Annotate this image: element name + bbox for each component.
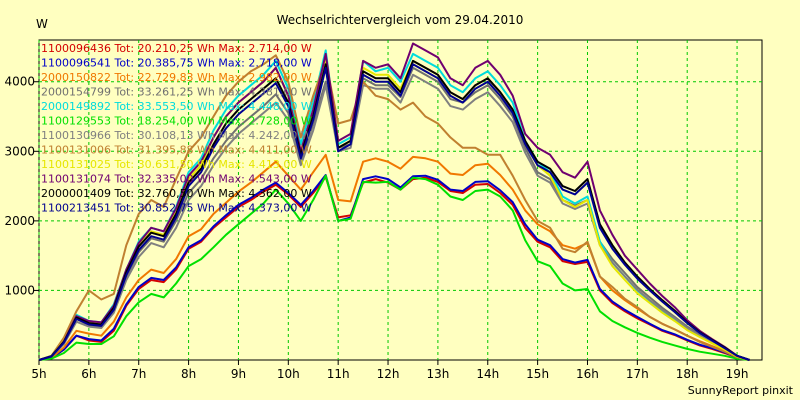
legend-entry-3: 2000150822 Tot: 22.729,83 Wh Max: 2.982,… [41, 71, 312, 84]
y-tick-label: 3000 [4, 144, 35, 158]
legend-entry-4: 2000154799 Tot: 33.261,25 Wh Max: 4.381,… [41, 86, 312, 99]
legend-entry-5: 2000149892 Tot: 33.553,50 Wh Max: 4.448,… [41, 100, 312, 113]
legend-entry-8: 1100131006 Tot: 31.395,88 Wh Max: 4.411,… [41, 144, 312, 157]
legend-entry-11: 2000001409 Tot: 32.760,50 Wh Max: 4.362,… [41, 187, 312, 200]
x-tick-label: 11h [327, 367, 350, 381]
chart-title: Wechselrichtervergleich vom 29.04.2010 [277, 13, 524, 27]
series-line-9 [38, 56, 750, 361]
x-tick-label: 16h [576, 367, 599, 381]
series-line-12 [38, 63, 750, 361]
x-tick-label: 5h [31, 367, 46, 381]
x-tick-label: 19h [726, 367, 749, 381]
x-tick-label: 17h [626, 367, 649, 381]
series-line-4 [38, 66, 750, 361]
legend-entry-12: 1100213451 Tot: 30.852,75 Wh Max: 4.373,… [41, 202, 312, 215]
legend-entry-10: 1100131074 Tot: 32.335,00 Wh Max: 4.543,… [41, 173, 312, 186]
x-tick-label: 10h [277, 367, 300, 381]
legend: 1100096436 Tot: 20.210,25 Wh Max: 2.714,… [41, 42, 312, 215]
footer-credit: SunnyReport pinxit [688, 384, 794, 397]
y-axis-ticks: 1000 2000 3000 4000 [4, 75, 39, 297]
x-tick-label: 9h [231, 367, 246, 381]
legend-entry-9: 1100131025 Tot: 30.631,50 Wh Max: 4.413,… [41, 158, 312, 171]
series-line-8 [38, 54, 750, 361]
x-tick-label: 14h [476, 367, 499, 381]
x-tick-label: 12h [377, 367, 400, 381]
y-tick-label: 2000 [4, 214, 35, 228]
x-tick-label: 6h [81, 367, 96, 381]
x-axis-ticks: 5h 6h 7h 8h 9h 10h 11h 12h 13h 14h 15h 16h 17h 18h 19h [31, 360, 749, 381]
series-line-6 [38, 174, 750, 361]
legend-entry-7: 1100130966 Tot: 30.108,13 Wh Max: 4.242,… [41, 129, 312, 142]
series-line-7 [38, 73, 750, 361]
x-tick-label: 13h [426, 367, 449, 381]
series-line-11 [38, 59, 750, 361]
series-line-3 [38, 153, 750, 361]
y-tick-label: 4000 [4, 75, 35, 89]
x-tick-label: 7h [131, 367, 146, 381]
x-tick-label: 8h [181, 367, 196, 381]
series-lines [38, 42, 750, 361]
x-tick-label: 18h [676, 367, 699, 381]
x-tick-label: 15h [526, 367, 549, 381]
legend-entry-1: 1100096436 Tot: 20.210,25 Wh Max: 2.714,… [41, 42, 312, 55]
y-axis-label: W [36, 17, 48, 31]
legend-entry-2: 1100096541 Tot: 20.385,75 Wh Max: 2.718,… [41, 57, 312, 70]
y-tick-label: 1000 [4, 283, 35, 297]
series-line-10 [38, 42, 750, 361]
series-line-2 [38, 174, 750, 361]
legend-entry-6: 1100129553 Tot: 18.254,00 Wh Max: 2.728,… [41, 115, 312, 128]
